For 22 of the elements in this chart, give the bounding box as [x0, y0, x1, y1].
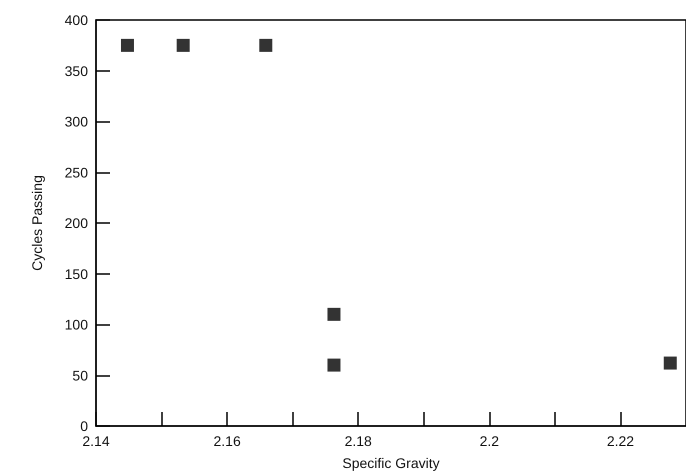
y-tick-label: 100 [64, 316, 88, 332]
x-axis-title: Specific Gravity [342, 455, 440, 471]
y-tick-label: 250 [64, 164, 88, 180]
y-axis-title: Cycles Passing [29, 175, 45, 271]
x-tick-label: 2.16 [213, 433, 241, 449]
y-tick-label: 400 [64, 12, 88, 28]
y-tick-label: 300 [64, 114, 88, 130]
point [664, 356, 677, 370]
y-tick-label: 50 [72, 367, 88, 384]
point [327, 358, 340, 372]
y-tick-label: 150 [64, 266, 88, 282]
y-tick-label: 200 [64, 215, 88, 231]
y-tick-label: 0 [80, 418, 88, 434]
x-tick-label: 2.14 [82, 433, 110, 449]
x-tick-label: 2.18 [344, 433, 372, 449]
point [259, 38, 272, 52]
point [327, 308, 340, 321]
x-tick-label: 2.22 [606, 433, 634, 449]
x-tick-label: 2.2 [480, 433, 500, 449]
point [176, 38, 190, 52]
y-tick-label: 350 [64, 62, 88, 79]
point [120, 38, 134, 52]
